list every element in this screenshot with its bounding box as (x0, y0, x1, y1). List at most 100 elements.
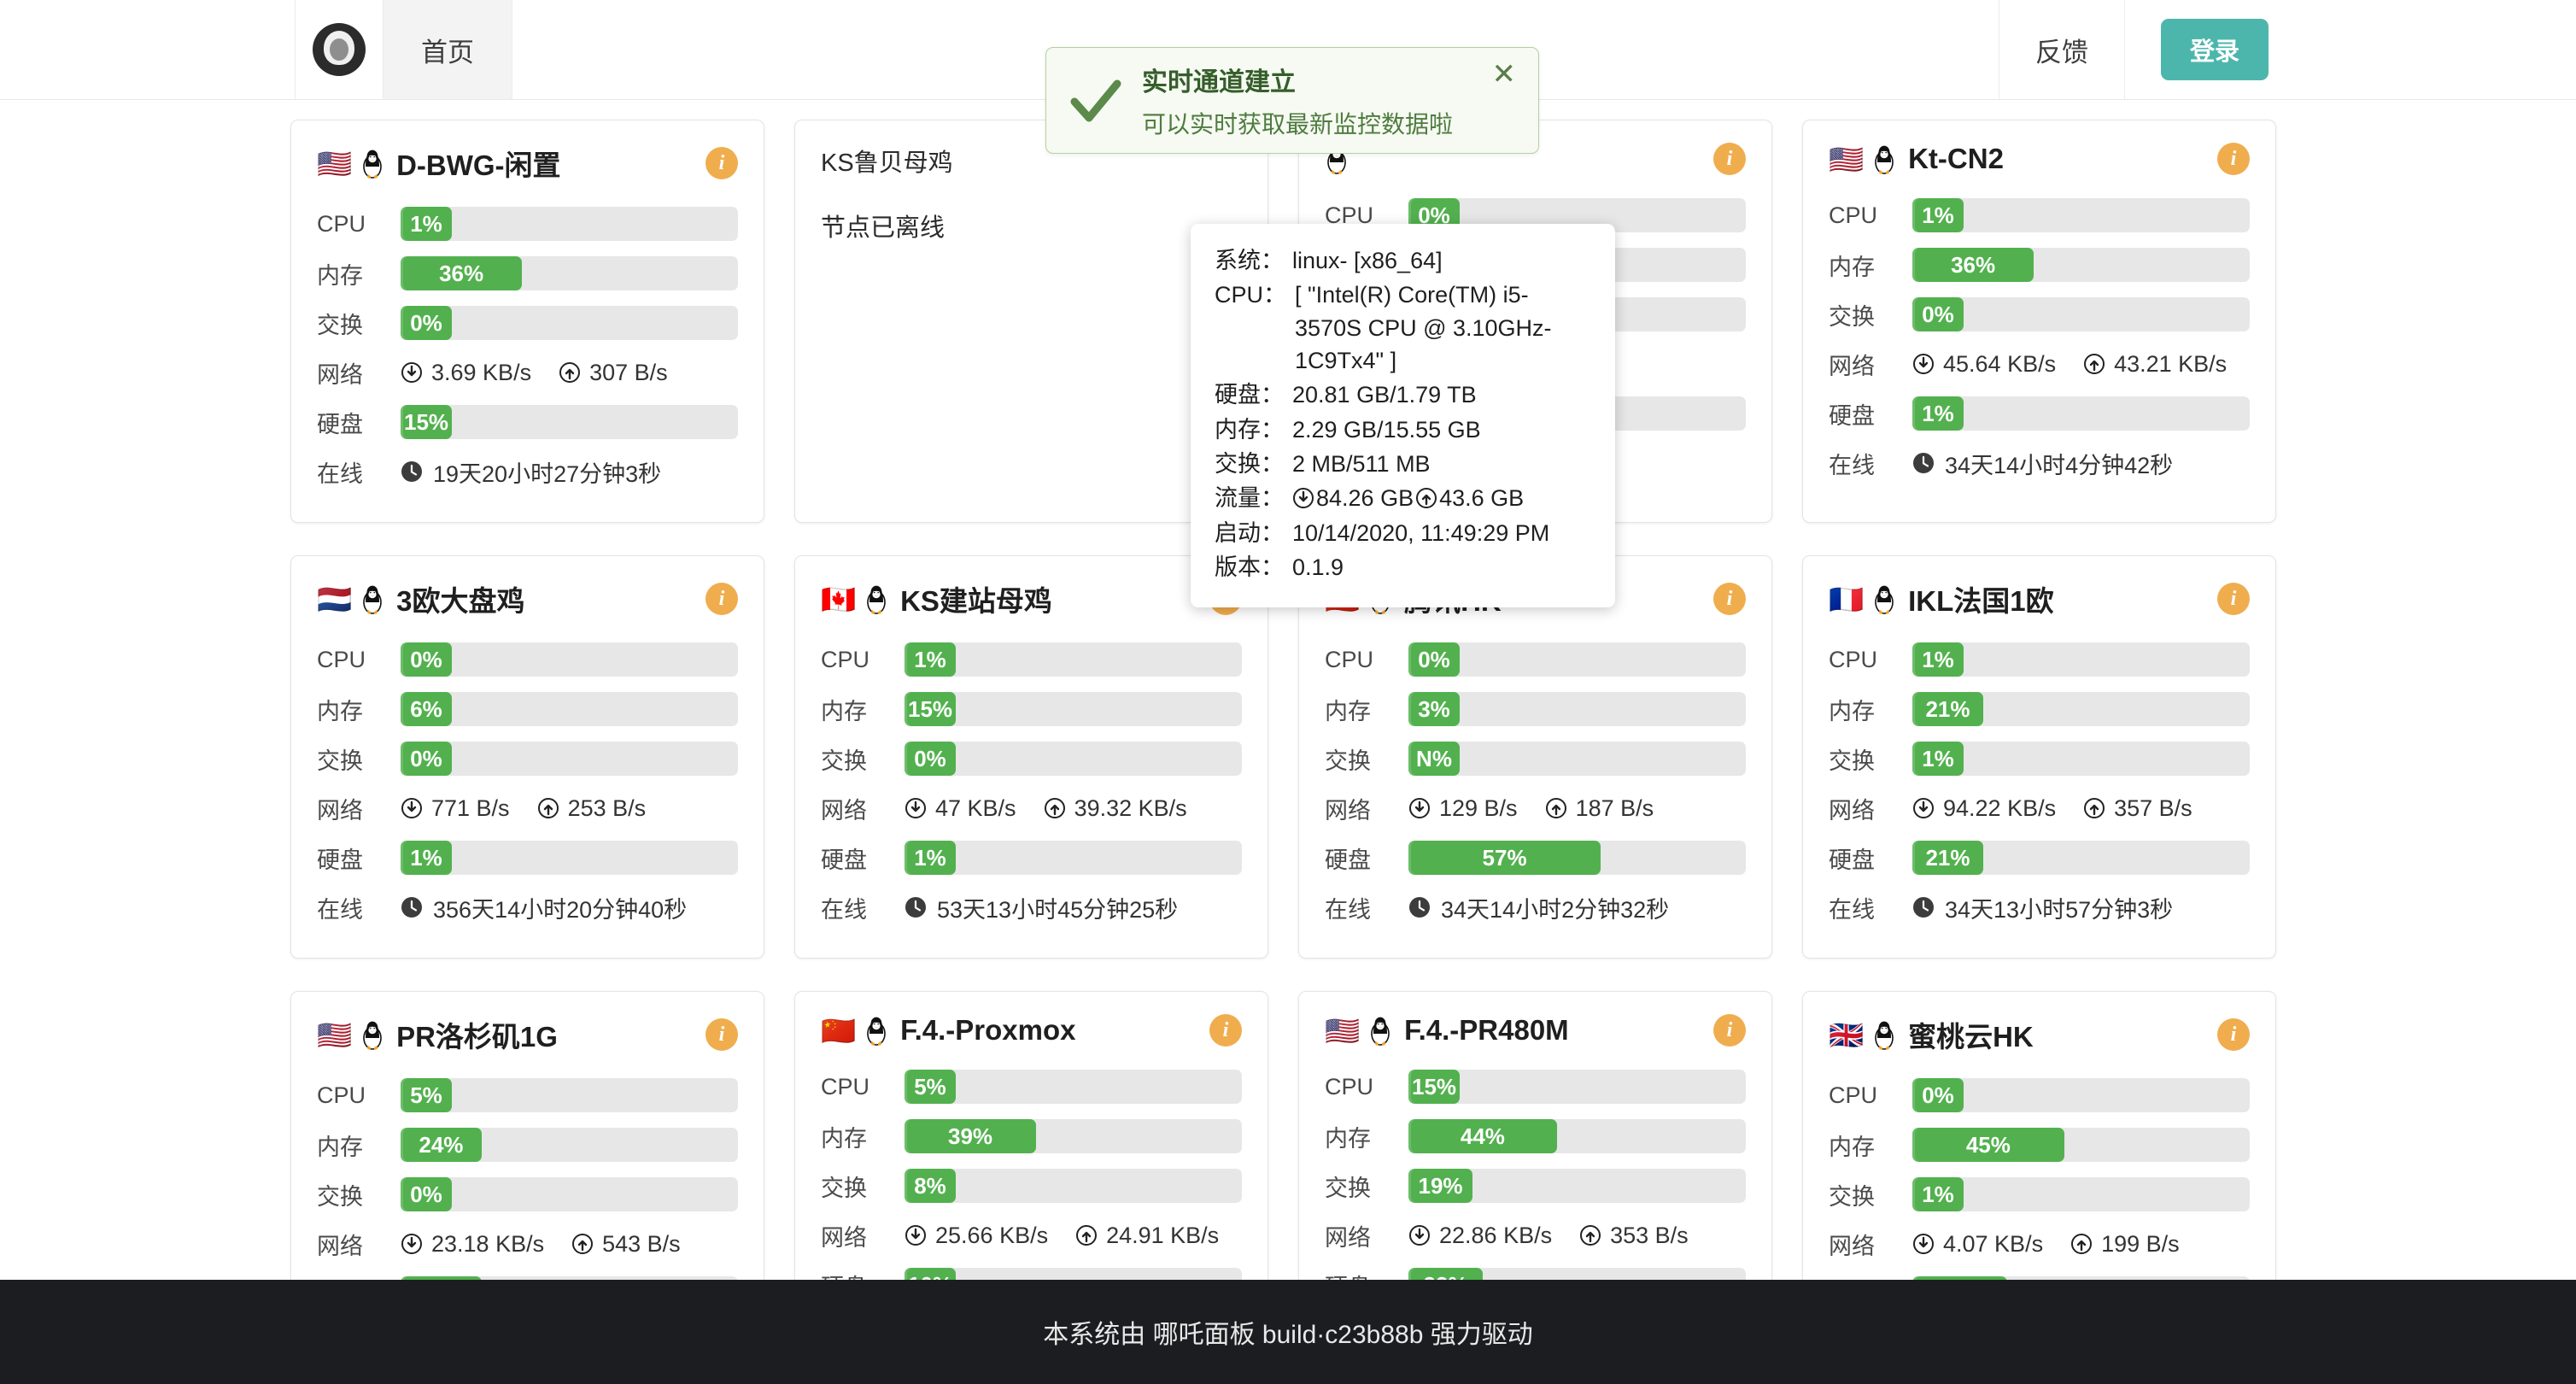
memory-value: 36% (1951, 251, 1996, 278)
server-card[interactable]: 🇺🇸 Kt-CN2 i CPU 1% 内存 36% 交换 0% 网络 45.64 KB/s 43.21… (1802, 120, 2276, 523)
toast-body: 实时通道建立 可以实时获取最新监控数据啦 (1142, 61, 1473, 140)
card-header: 🇨🇳 F.4.-Proxmox i (821, 1014, 1242, 1047)
memory-row: 内存 39% (821, 1117, 1242, 1156)
disk-value: 1% (1922, 400, 1954, 426)
country-flag-icon: 🇺🇸 (1829, 143, 1865, 175)
cpu-value: 15% (1411, 1073, 1457, 1100)
country-flag-icon: 🇺🇸 (317, 147, 353, 179)
clock-icon (1913, 453, 1934, 473)
cpu-bar-track: 1% (1912, 198, 2250, 232)
cpu-bar-track: 0% (1912, 1078, 2250, 1112)
cpu-label: CPU (1829, 1082, 1878, 1108)
network-label: 网络 (1829, 1233, 1875, 1259)
memory-label: 内存 (1325, 1125, 1371, 1152)
memory-value: 45% (1965, 1131, 2011, 1158)
online-label: 在线 (1325, 896, 1371, 923)
disk-bar-track: 1% (401, 841, 738, 875)
memory-label: 内存 (317, 1134, 363, 1160)
tooltip-value: 0.1.9 (1292, 554, 1344, 580)
country-flag-icon: 🇬🇧 (1829, 1018, 1865, 1051)
login-button[interactable]: 登录 (2160, 19, 2269, 80)
info-icon[interactable]: i (1713, 143, 1746, 175)
memory-row: 内存 45% (1829, 1125, 2250, 1164)
nav-item-feedback[interactable]: 反馈 (1998, 0, 2125, 99)
upload-arrow-icon (1044, 798, 1065, 818)
server-name: KS建站母鸡 (900, 585, 1052, 617)
tooltip-key: CPU： (1215, 282, 1287, 308)
upload-arrow-icon (559, 362, 581, 383)
country-flag-icon: 🇺🇸 (1325, 1014, 1361, 1047)
info-icon[interactable]: i (1713, 1014, 1746, 1047)
disk-bar-fill: 15% (401, 405, 452, 439)
network-values: 23.18 KB/s 543 B/s (401, 1231, 738, 1258)
country-flag-icon: 🇳🇱 (317, 583, 353, 615)
linux-tux-icon (363, 150, 382, 179)
cpu-label: CPU (1829, 202, 1878, 228)
card-header: 🇫🇷 IKL法国1欧 i (1829, 578, 2250, 619)
clock-icon (1913, 897, 1934, 918)
info-icon[interactable]: i (705, 147, 738, 179)
navbar-left-group: 首页 (295, 0, 512, 99)
memory-label: 内存 (1829, 1134, 1875, 1160)
disk-bar-fill: 57% (1408, 841, 1601, 875)
country-flag-icon: 🇨🇳 (821, 1014, 857, 1047)
swap-bar-fill: 0% (401, 306, 452, 340)
disk-label: 硬盘 (1325, 847, 1371, 873)
cpu-row: CPU 1% (1829, 196, 2250, 235)
network-row: 网络 94.22 KB/s 357 B/s (1829, 789, 2250, 828)
network-values: 771 B/s 253 B/s (401, 795, 738, 822)
cpu-label: CPU (821, 646, 870, 672)
network-values: 129 B/s 187 B/s (1408, 795, 1746, 822)
info-icon[interactable]: i (2217, 583, 2250, 615)
memory-bar-fill: 36% (1912, 248, 2034, 282)
brand-link[interactable] (295, 0, 383, 99)
tooltip-key: 交换： (1215, 450, 1284, 477)
info-icon[interactable]: i (1713, 583, 1746, 615)
navbar-right-group: 反馈 登录 (1998, 0, 2304, 99)
memory-row: 内存 24% (317, 1125, 738, 1164)
cpu-bar-track: 5% (401, 1078, 738, 1112)
network-download-value: 45.64 KB/s (1943, 350, 2057, 377)
cpu-label: CPU (317, 1082, 366, 1108)
download-arrow-icon (1409, 798, 1430, 818)
page-footer: 本系统由 哪吒面板 build·c23b88b 强力驱动 (0, 1280, 2576, 1384)
linux-tux-icon (867, 585, 886, 614)
nav-item-home[interactable]: 首页 (383, 0, 512, 99)
server-card[interactable]: 🇫🇷 IKL法国1欧 i CPU 1% 内存 21% 交换 1% 网络 94.22 KB/s 357 … (1802, 555, 2276, 959)
memory-bar-fill: 39% (905, 1119, 1037, 1153)
country-flag-icon: 🇺🇸 (317, 1018, 353, 1051)
cpu-value: 1% (914, 646, 946, 672)
country-flag-icon: 🇫🇷 (1829, 583, 1865, 615)
info-icon[interactable]: i (705, 583, 738, 615)
linux-tux-icon (1875, 1021, 1894, 1050)
card-header: 🇺🇸 Kt-CN2 i (1829, 143, 2250, 175)
online-row: 在线 356天14小时20分钟40秒 (317, 888, 738, 927)
cpu-bar-fill: 1% (1912, 642, 1964, 677)
server-card[interactable]: 🇳🇱 3欧大盘鸡 i CPU 0% 内存 6% 交换 0% 网络 771 B/s 253 B/s 硬盘 1… (290, 555, 764, 959)
close-icon[interactable]: ✕ (1491, 58, 1517, 91)
online-label: 在线 (821, 896, 867, 923)
swap-row: 交换 0% (317, 739, 738, 778)
memory-label: 内存 (821, 1125, 867, 1152)
swap-value: 8% (914, 1172, 946, 1199)
network-values: 45.64 KB/s 43.21 KB/s (1912, 351, 2250, 378)
swap-bar-track: 0% (401, 742, 738, 776)
disk-row: 硬盘 1% (317, 838, 738, 877)
swap-label: 交换 (1829, 748, 1875, 774)
disk-bar-fill: 1% (401, 841, 452, 875)
server-card[interactable]: 🇺🇸 D-BWG-闲置 i CPU 1% 内存 36% 交换 0% 网络 3.69 KB/s 307 … (290, 120, 764, 523)
tooltip-key: 内存： (1215, 416, 1284, 443)
info-icon[interactable]: i (2217, 1018, 2250, 1051)
memory-label: 内存 (821, 698, 867, 724)
info-icon[interactable]: i (705, 1018, 738, 1051)
info-icon[interactable]: i (2217, 143, 2250, 175)
cpu-row: CPU 1% (821, 640, 1242, 679)
swap-label: 交换 (1325, 1175, 1371, 1201)
online-label: 在线 (317, 460, 363, 487)
swap-bar-fill: 1% (1912, 1177, 1964, 1211)
server-card[interactable]: KS鲁贝母鸡 节点已离线 (794, 120, 1268, 523)
network-label: 网络 (1325, 797, 1371, 824)
info-icon[interactable]: i (1209, 1014, 1242, 1047)
